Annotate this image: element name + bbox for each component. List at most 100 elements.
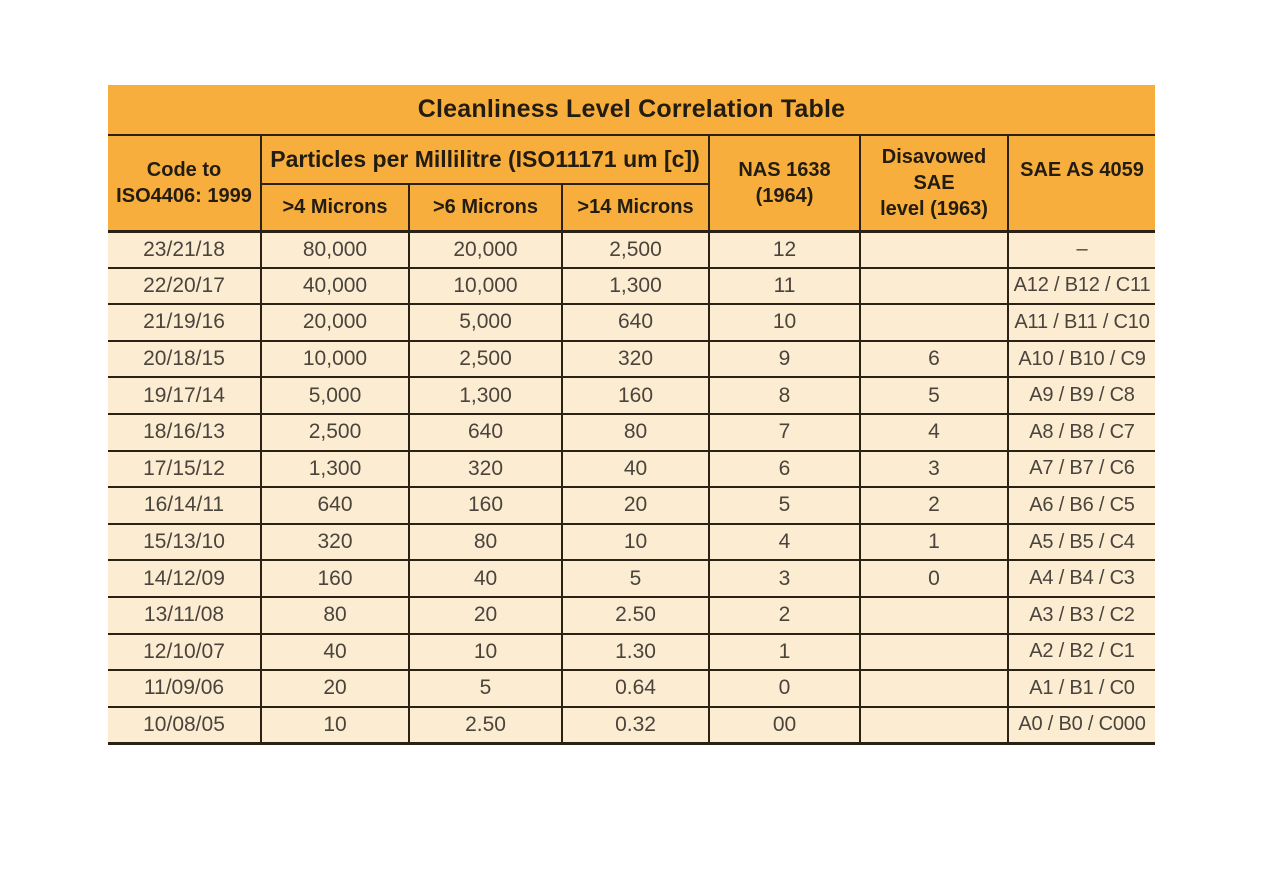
cell-sae-as-4059: A5 / B5 / C4	[1006, 522, 1156, 562]
cell-nas-1638: 0	[708, 669, 861, 708]
cell-particles-gt6: 320	[408, 449, 563, 489]
cell-iso-code: 23/21/18	[108, 230, 262, 269]
header-nas-1638: NAS 1638 (1964)	[708, 134, 861, 233]
cell-iso-code: 16/14/11	[108, 486, 262, 525]
cell-nas-1638: 10	[708, 303, 861, 342]
cell-nas-1638: 4	[708, 522, 861, 562]
cell-particles-gt6: 10	[408, 632, 563, 672]
cell-nas-1638: 9	[708, 339, 861, 379]
cell-sae-as-4059: A9 / B9 / C8	[1006, 376, 1156, 415]
cell-sae-as-4059: A10 / B10 / C9	[1006, 339, 1156, 379]
table-row: 11/09/06 20 5 0.64 0 A1 / B1 / C0	[108, 669, 1156, 708]
header-iso-code: Code to ISO4406: 1999	[108, 134, 262, 233]
cell-iso-code: 15/13/10	[108, 522, 262, 562]
cell-iso-code: 12/10/07	[108, 632, 262, 672]
cell-nas-1638: 5	[708, 486, 861, 525]
header-gt6-microns: >6 Microns	[408, 183, 563, 233]
cell-particles-gt14: 320	[561, 339, 710, 379]
cell-nas-1638: 2	[708, 595, 861, 635]
cell-disavowed-sae: 3	[859, 449, 1009, 489]
cell-nas-1638: 6	[708, 449, 861, 489]
cell-nas-1638: 1	[708, 632, 861, 672]
cell-disavowed-sae: 4	[859, 412, 1009, 452]
header-nas-line1: NAS 1638	[738, 158, 831, 181]
cell-disavowed-sae: 5	[859, 376, 1009, 415]
cell-iso-code: 17/15/12	[108, 449, 262, 489]
cell-disavowed-sae	[859, 705, 1009, 745]
cell-particles-gt6: 2.50	[408, 705, 563, 745]
header-nas-line2: (1964)	[755, 184, 814, 207]
cell-particles-gt14: 0.64	[561, 669, 710, 708]
table-row: 21/19/16 20,000 5,000 640 10 A11 / B11 / C10	[108, 303, 1156, 342]
table-row: 12/10/07 40 10 1.30 1 A2 / B2 / C1	[108, 632, 1156, 672]
cell-particles-gt14: 80	[561, 412, 710, 452]
cleanliness-table-container: Cleanliness Level Correlation Table Code…	[108, 85, 1156, 745]
cell-iso-code: 13/11/08	[108, 595, 262, 635]
cell-particles-gt14: 0.32	[561, 705, 710, 745]
cell-particles-gt4: 40	[260, 632, 410, 672]
table-title-row: Cleanliness Level Correlation Table	[108, 85, 1156, 136]
cell-particles-gt14: 2,500	[561, 230, 710, 269]
cell-particles-gt14: 5	[561, 559, 710, 598]
header-gt14-microns: >14 Microns	[561, 183, 709, 233]
header-particles-group: Particles per Millilitre (ISO11171 um [c…	[260, 134, 710, 185]
table-body: 23/21/18 80,000 20,000 2,500 12–22/20/17 40,0…	[108, 230, 1156, 745]
table-row: 14/12/09 160 40 5 3 0 A4 / B4 / C3	[108, 559, 1156, 598]
cell-iso-code: 21/19/16	[108, 303, 262, 342]
cell-particles-gt4: 10,000	[260, 339, 410, 379]
cell-sae-as-4059: A2 / B2 / C1	[1006, 632, 1156, 672]
cell-particles-gt6: 80	[408, 522, 563, 562]
header-iso-code-line2: ISO4406: 1999	[116, 184, 252, 207]
cell-disavowed-sae	[859, 595, 1009, 635]
cell-nas-1638: 3	[708, 559, 861, 598]
cell-particles-gt4: 20	[260, 669, 410, 708]
table-row: 18/16/13 2,500 640 80 7 4 A8 / B8 / C7	[108, 412, 1156, 452]
cell-particles-gt6: 2,500	[408, 339, 563, 379]
header-gt4-microns: >4 Microns	[261, 183, 410, 233]
cell-particles-gt4: 640	[260, 486, 410, 525]
table-row: 19/17/14 5,000 1,300 160 8 5 A9 / B9 / C8	[108, 376, 1156, 415]
cell-sae-as-4059: A0 / B0 / C000	[1006, 705, 1156, 745]
cell-sae-as-4059: A12 / B12 / C11	[1006, 266, 1156, 306]
cell-particles-gt14: 40	[561, 449, 710, 489]
cell-sae-as-4059: A8 / B8 / C7	[1006, 412, 1156, 452]
cell-sae-as-4059: –	[1006, 230, 1156, 269]
cell-particles-gt6: 20	[408, 595, 563, 635]
cell-particles-gt14: 2.50	[561, 595, 710, 635]
cell-sae-as-4059: A4 / B4 / C3	[1006, 559, 1156, 598]
header-row-microns: >4 Microns >6 Microns >14 Microns	[108, 183, 1155, 233]
cell-iso-code: 22/20/17	[108, 266, 262, 306]
cell-nas-1638: 00	[708, 705, 861, 745]
cell-iso-code: 20/18/15	[108, 339, 262, 379]
cell-disavowed-sae	[859, 669, 1009, 708]
cell-iso-code: 19/17/14	[108, 376, 262, 415]
table-row: 10/08/05 10 2.50 0.32 00 A0 / B0 / C000	[108, 705, 1156, 745]
cleanliness-correlation-table: Cleanliness Level Correlation Table Code…	[108, 85, 1156, 745]
cell-particles-gt6: 5,000	[408, 303, 563, 342]
cell-particles-gt14: 160	[561, 376, 710, 415]
header-sae-as-4059: SAE AS 4059	[1006, 134, 1156, 233]
cell-particles-gt6: 160	[408, 486, 563, 525]
header-row-top: Code to ISO4406: 1999 Particles per Mill…	[108, 134, 1156, 233]
header-disavowed-line2: level (1963)	[880, 197, 988, 220]
cell-sae-as-4059: A1 / B1 / C0	[1006, 669, 1156, 708]
header-iso-code-line1: Code to	[146, 158, 222, 181]
cell-particles-gt6: 40	[408, 559, 563, 598]
cell-particles-gt14: 20	[561, 486, 710, 525]
table-row: 22/20/17 40,000 10,000 1,300 11 A12 / B12 / C…	[108, 266, 1156, 306]
cell-sae-as-4059: A11 / B11 / C10	[1006, 303, 1156, 342]
cell-particles-gt6: 5	[408, 669, 563, 708]
cell-particles-gt4: 80,000	[260, 230, 410, 269]
cell-disavowed-sae	[859, 632, 1009, 672]
cell-nas-1638: 11	[708, 266, 861, 306]
cell-particles-gt14: 640	[561, 303, 710, 342]
cell-particles-gt4: 160	[260, 559, 410, 598]
cell-sae-as-4059: A7 / B7 / C6	[1006, 449, 1156, 489]
cell-particles-gt4: 1,300	[260, 449, 410, 489]
cell-disavowed-sae: 6	[859, 339, 1009, 379]
cell-iso-code: 11/09/06	[108, 669, 262, 708]
table-title: Cleanliness Level Correlation Table	[108, 85, 1156, 136]
cell-particles-gt4: 80	[260, 595, 410, 635]
cell-particles-gt14: 1,300	[561, 266, 710, 306]
cell-disavowed-sae	[859, 303, 1009, 342]
